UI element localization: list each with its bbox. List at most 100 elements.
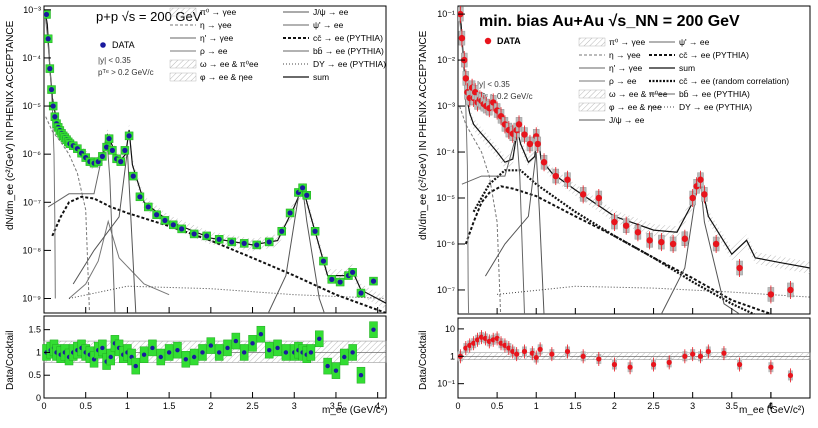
pp-data-point	[337, 279, 343, 285]
auau-data-point	[515, 121, 523, 128]
auau-y-tick-label: 10⁻⁴	[436, 147, 455, 157]
auau-y-tick-label: 10⁻⁷	[437, 285, 455, 295]
pp-y-tick-label: 10⁻³	[23, 5, 41, 15]
pp-x-tick-label: 3	[292, 401, 297, 411]
pp-ratio-y-tick-label: 0.5	[28, 370, 41, 380]
auau-legend-label-ee: η' → γee	[609, 63, 643, 73]
pp-legend-data-marker	[100, 42, 106, 48]
pp-data-point	[254, 242, 260, 248]
auau-ratio-point	[564, 348, 571, 355]
auau-legend-label-ee-ee: φ → ee & ηee	[609, 102, 662, 112]
pp-data-point	[137, 194, 143, 200]
pp-x-tick-label: 0.5	[79, 401, 92, 411]
auau-data-point	[540, 159, 548, 166]
pp-ratio-point	[225, 345, 230, 351]
auau-ratio-point	[690, 351, 696, 357]
auau-data-point	[595, 194, 602, 202]
pp-ratio-point	[233, 338, 239, 344]
auau-legend-swatch	[578, 102, 606, 112]
pp-data-point	[103, 144, 110, 150]
pp-x-tick-label: 0	[41, 401, 46, 411]
pp-data-point	[299, 185, 306, 191]
auau-legend-data-marker	[484, 37, 492, 45]
auau-data-point	[564, 176, 571, 183]
auau-data-point	[526, 140, 534, 148]
auau-legend: π⁰ → γee η → γee η' → γee ρ → ee ω → ee & π⁰…	[484, 37, 789, 125]
pp-data-point	[118, 159, 124, 165]
auau-data-point	[611, 218, 618, 226]
auau-ratio-point	[705, 348, 711, 355]
auau-data-point	[462, 75, 470, 82]
auau-data-point	[767, 291, 775, 298]
pp-data-points	[44, 10, 378, 298]
pp-data-point	[191, 231, 197, 237]
auau-series-ee-ee	[461, 133, 525, 314]
auau-data-point	[458, 34, 466, 42]
auau-data-point	[669, 240, 677, 248]
pp-x-tick-label: 1	[125, 401, 130, 411]
auau-x-tick-label: 4.	[767, 401, 775, 411]
pp-ratio-point	[150, 345, 155, 351]
auau-series-ee-ee	[484, 151, 545, 314]
pp-ratio-point	[371, 327, 376, 332]
auau-x-tick-label: 3.5	[726, 401, 739, 411]
pp-cut-rapidity: |y| < 0.35	[98, 56, 131, 65]
auau-ratio-point	[506, 345, 512, 351]
pp-data-point	[179, 226, 185, 232]
auau-ratio-y-tick-label: 10⁻¹	[437, 379, 455, 389]
pp-data-point	[99, 153, 105, 159]
auau-data-label: DATA	[497, 36, 521, 46]
pp-y-tick-label: 10⁻⁸	[22, 245, 41, 255]
pp-series-ee	[44, 11, 56, 299]
pp-data-point	[229, 239, 235, 245]
pp-legend: π⁰ → γee η → γee η' → γee ρ → ee ω → ee & π⁰…	[100, 7, 386, 82]
pp-data-point	[48, 86, 55, 93]
pp-data-point	[162, 217, 168, 224]
pp-ratio-point	[342, 354, 347, 360]
auau-ratio-point	[787, 372, 794, 379]
pp-y-tick-label: 10⁻⁷	[23, 197, 41, 207]
auau-ratio-point	[463, 345, 469, 351]
pp-data-point	[109, 147, 115, 153]
auau-y-tick-label: 10⁻³	[437, 101, 455, 111]
auau-legend-swatch	[578, 37, 606, 47]
pp-data-point	[329, 276, 335, 282]
pp-ratio-point	[317, 336, 322, 341]
pp-ratio-point	[325, 363, 330, 369]
auau-ratio-point	[490, 337, 496, 343]
pp-series-ee	[68, 219, 170, 299]
auau-x-tick-label: 0.5	[491, 401, 504, 411]
auau-legend-label-dy-ee-pythia: DY → ee (PYTHIA)	[679, 102, 752, 112]
auau-ratio-point	[482, 335, 488, 341]
pp-legend-label-cc-ee-pythia: cc̄ → ee (PYTHIA)	[313, 33, 383, 43]
auau-chart-svg: min. bias Au+Au √s_NN = 200 GeV |y| < 0.…	[418, 5, 811, 416]
auau-x-axis-label: m_ee (GeV/c²)	[739, 405, 805, 416]
auau-ratio-y-ticks: 10⁻¹ 1 10	[437, 324, 464, 389]
auau-x-tick-label: 2.5	[647, 401, 660, 411]
auau-x-tick-label: 0	[455, 401, 460, 411]
pp-ratio-y-tick-label: 1	[36, 347, 41, 357]
auau-ratio-point	[471, 340, 477, 346]
pp-legend-label-ee: ψ' → ee	[313, 20, 344, 30]
auau-legend-label-bb-ee-pythia: bb̄ → ee (PYTHIA)	[679, 89, 750, 99]
auau-ratio-point	[537, 346, 543, 352]
pp-legend-swatch	[169, 72, 197, 82]
pp-legend-swatch	[169, 7, 197, 17]
auau-ratio-point	[682, 353, 688, 359]
auau-y-tick-label: 10⁻⁵	[437, 193, 456, 203]
auau-cocktail-uncertainty	[458, 6, 810, 274]
pp-data-point	[122, 147, 128, 153]
pp-legend-label-ee: π⁰ → γee	[200, 7, 236, 17]
auau-y-tick-label: 10⁻¹	[437, 9, 455, 19]
pp-ratio-point	[216, 350, 222, 355]
pp-ratio-point	[241, 350, 247, 355]
auau-ratio-y-tick-label: 10	[445, 324, 455, 334]
pp-data-point	[44, 11, 50, 18]
auau-data-point	[579, 191, 587, 198]
pp-data-point	[45, 36, 51, 42]
auau-chart-panel: min. bias Au+Au √s_NN = 200 GeV |y| < 0.…	[409, 0, 818, 423]
auau-series-dy-ee-pythia	[497, 285, 810, 298]
auau-legend-label-sum: sum	[679, 63, 695, 73]
pp-y-axis-label: dN/dm_ee (c²/GeV) IN PHENIX ACCEPTANCE	[5, 20, 16, 230]
pp-data-point	[279, 228, 285, 234]
